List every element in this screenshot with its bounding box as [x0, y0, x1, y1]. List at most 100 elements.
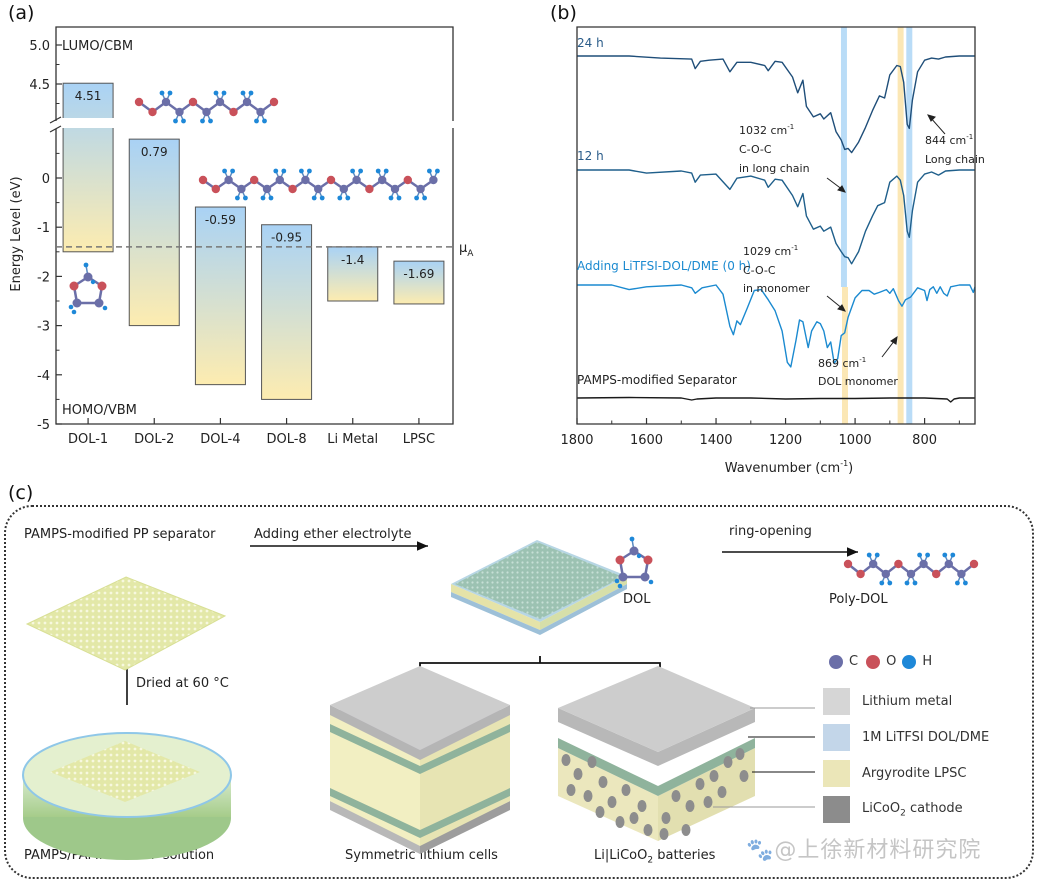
svg-text:C-O-C: C-O-C	[739, 143, 772, 156]
bar-data-label: 0.79	[141, 145, 168, 159]
series-label-0h: Adding LiTFSI-DOL/DME (0 h)	[577, 259, 751, 273]
annotation-869: 869 cm-1 DOL monomer	[818, 356, 898, 388]
lithium-metal-swatch	[823, 688, 850, 715]
series-label-separator: PAMPS-modified Separator	[577, 373, 737, 387]
y-tick-label: -5	[37, 418, 50, 433]
cathode-particle	[637, 800, 647, 812]
ring-opening-label: ring-opening	[729, 524, 812, 539]
symmetric-cells-label: Symmetric lithium cells	[345, 848, 498, 863]
petri-dish-icon	[22, 732, 232, 860]
electrolyte-swatch	[823, 724, 850, 751]
cathode-particle	[595, 806, 605, 818]
cathode-particle	[566, 784, 576, 796]
bracket	[419, 656, 661, 672]
atom-legend: C O H	[829, 654, 932, 669]
y-tick-label: 5.0	[29, 39, 50, 54]
spectrum-line-1	[577, 169, 975, 265]
dried-label: Dried at 60 °C	[136, 676, 229, 691]
symmetric-cell-icon	[330, 666, 510, 854]
x-tick-label: LPSC	[403, 432, 435, 447]
cathode-particle	[607, 796, 617, 808]
legend-electrolyte: 1M LiTFSI DOL/DME	[823, 724, 989, 751]
cathode-particle	[661, 812, 671, 824]
x-tick-label: 1600	[630, 433, 663, 448]
axis-break-mark	[49, 116, 62, 124]
oxygen-dot-icon	[866, 654, 881, 669]
plot-frame	[576, 26, 976, 425]
cathode-particle	[739, 770, 749, 782]
svg-text:Long chain: Long chain	[925, 153, 985, 166]
highlight-band-1032	[840, 27, 847, 287]
energy-bar-dol-8	[261, 224, 313, 400]
y-tick-label: 0	[42, 172, 50, 187]
spectrum-line-0	[577, 55, 975, 154]
dol-ring-molecule-icon	[614, 536, 654, 589]
x-tick-label: Li Metal	[327, 432, 378, 447]
svg-text:in monomer: in monomer	[743, 282, 810, 295]
bar-data-label: -0.59	[205, 213, 236, 227]
panel-c-label: (c)	[8, 482, 34, 504]
plot-frame	[55, 26, 454, 425]
x-tick-label: 1800	[560, 433, 593, 448]
homo-annotation: HOMO/VBM	[62, 403, 137, 418]
svg-text:C-O-C: C-O-C	[743, 264, 776, 277]
x-tick-label: DOL-8	[266, 432, 306, 447]
legend-lithium-metal: Lithium metal	[823, 688, 952, 715]
energy-bar-dol-4	[194, 206, 246, 386]
bar-data-label: -1.4	[341, 253, 364, 267]
panel-b-label: (b)	[550, 2, 577, 24]
x-tick-label: DOL-2	[134, 432, 174, 447]
cathode-particle	[717, 786, 727, 798]
ftir-spectra-chart: 1800 1600 1400 1200 1000 800 24 h 12 h Adding…	[560, 26, 985, 476]
x-tick-label: 1400	[699, 433, 732, 448]
svg-text:1032 cm-1: 1032 cm-1	[739, 123, 794, 137]
cathode-particle	[735, 748, 745, 760]
spectrum-line-2	[577, 284, 976, 368]
dol-label: DOL	[623, 592, 651, 607]
y-tick-label: 4.5	[29, 78, 50, 93]
cathode-particle	[723, 756, 733, 768]
dol4-molecule-icon	[134, 90, 279, 124]
series-label-12h: 12 h	[577, 149, 604, 163]
dol1-ring-molecule-icon	[68, 262, 108, 315]
cathode-particle	[643, 824, 653, 836]
energy-level-chart: 4.51 0.79 -0.59 -0.95 -1.4 -1.69 5.0 4.5 0 -1 -2 -…	[9, 26, 474, 447]
carbon-dot-icon	[829, 654, 843, 669]
schematic-frame	[4, 505, 1034, 879]
cathode-particle	[629, 812, 639, 824]
spectrum-line-3	[576, 396, 975, 403]
x-tick-label: 800	[912, 433, 937, 448]
cathode-particle	[685, 800, 695, 812]
annotation-arrows	[826, 114, 946, 358]
batteries-label: Li|LiCoO2 batteries	[594, 848, 716, 866]
x-tick-label: DOL-1	[68, 432, 108, 447]
y-tick-label: -3	[37, 320, 50, 335]
poly-dol-molecule-icon	[843, 552, 979, 586]
svg-text:1029 cm-1: 1029 cm-1	[743, 244, 798, 258]
energy-bar-dol-1	[62, 82, 114, 253]
highlight-band-869	[897, 27, 904, 424]
wet-separator-icon	[451, 540, 627, 635]
bar-data-label: -1.69	[403, 267, 434, 281]
x-tick-label: 1200	[769, 433, 802, 448]
cathode-particle	[561, 754, 571, 766]
annotation-1029: 1029 cm-1 C-O-C in monomer	[743, 244, 810, 295]
lumo-annotation: LUMO/CBM	[62, 39, 133, 54]
highlight-band-1029	[841, 287, 848, 424]
pp-separator-sheet-icon	[25, 576, 227, 671]
series-label-24h: 24 h	[577, 36, 604, 50]
axis-break-gap	[52, 121, 472, 128]
x-axis-label: Wavenumber (cm-1)	[725, 459, 854, 476]
highlight-band-844	[906, 27, 913, 424]
cathode-particle	[573, 768, 583, 780]
dol8-molecule-icon	[198, 168, 440, 201]
legend-lpsc: Argyrodite LPSC	[823, 760, 966, 787]
cathode-particle	[598, 776, 608, 788]
y-tick-label: -1	[37, 221, 50, 236]
svg-text:DOL monomer: DOL monomer	[818, 375, 898, 388]
cathode-particle	[681, 824, 691, 836]
lpsc-swatch	[823, 760, 850, 787]
bar-data-label: -0.95	[271, 231, 302, 245]
y-axis-label: Energy Level (eV)	[9, 176, 24, 291]
adding-electrolyte-label: Adding ether electrolyte	[254, 527, 412, 542]
